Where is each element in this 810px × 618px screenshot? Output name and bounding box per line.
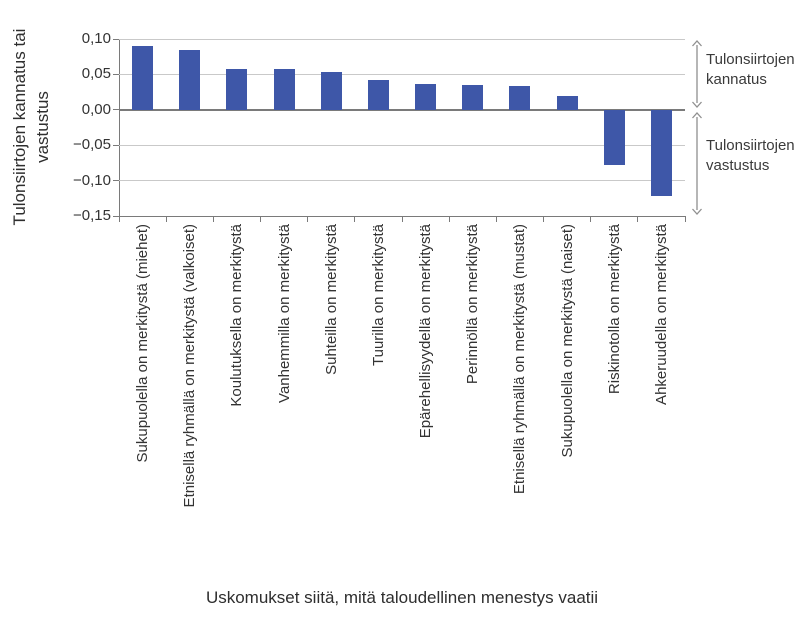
bar xyxy=(603,109,625,166)
x-category-label: Koulutuksella on merkitystä xyxy=(228,224,246,407)
double-arrow-kannatus-icon xyxy=(692,40,702,108)
annotation-vastustus-label: Tulonsiirtojen vastustus xyxy=(706,137,795,174)
bar xyxy=(462,85,484,110)
x-category-label: Ahkeruudella on merkitystä xyxy=(652,224,670,405)
x-tick xyxy=(165,216,167,222)
y-tick-label: −0,05 xyxy=(73,136,111,154)
bar xyxy=(415,84,437,110)
y-tick-label: 0,05 xyxy=(81,65,111,83)
bar xyxy=(226,68,248,110)
gridline xyxy=(119,38,685,40)
x-category-label: Sukupuolella on merkitystä (naiset) xyxy=(558,224,576,458)
x-category-label: Vanhemmilla on merkitystä xyxy=(275,224,293,403)
y-tick xyxy=(113,73,119,75)
y-tick-label: −0,10 xyxy=(73,171,111,189)
y-axis-title: Tulonsiirtojen kannatus tai vastustus xyxy=(8,0,54,267)
y-axis-title-line2: vastustus xyxy=(33,91,52,163)
x-tick xyxy=(260,216,261,222)
x-tick xyxy=(401,216,403,222)
x-category-label: Sukupuolella on merkitystä (miehet) xyxy=(134,224,152,463)
x-tick xyxy=(448,216,450,222)
x-tick xyxy=(354,216,356,222)
y-tick-label: 0,10 xyxy=(81,30,111,47)
bar xyxy=(273,69,295,110)
bar xyxy=(320,71,342,110)
y-axis-title-line1: Tulonsiirtojen kannatus tai xyxy=(10,28,29,226)
gridline xyxy=(119,180,685,182)
x-tick xyxy=(637,216,639,222)
bar xyxy=(556,96,578,110)
zero-line xyxy=(119,108,685,111)
x-tick xyxy=(307,216,309,222)
x-axis-title: Uskomukset siitä, mitä taloudellinen men… xyxy=(205,588,599,607)
x-category-label: Etnisellä ryhmällä on merkitystä (mustat… xyxy=(511,224,529,495)
x-category-label: Riskinotolla on merkitystä xyxy=(605,224,623,395)
y-tick-label: 0,00 xyxy=(81,100,111,118)
x-category-label: Etnisellä ryhmällä on merkitystä (valkoi… xyxy=(181,224,199,508)
x-tick xyxy=(212,216,214,222)
x-category-label: Tuurilla on merkitystä xyxy=(369,224,387,366)
bar xyxy=(509,86,531,110)
x-category-label: Epärehellisyydellä on merkitystä xyxy=(417,224,435,439)
bar xyxy=(132,46,154,110)
y-tick xyxy=(113,109,119,111)
y-tick xyxy=(113,215,119,217)
gridline xyxy=(119,73,685,75)
double-arrow-vastustus-icon xyxy=(692,112,702,215)
gridline xyxy=(119,144,685,146)
x-category-label: Suhteilla on merkitystä xyxy=(322,224,340,375)
plot-area xyxy=(119,39,686,216)
bar xyxy=(179,49,201,110)
y-tick-label: −0,15 xyxy=(73,207,111,224)
x-tick xyxy=(590,216,592,222)
annotation-kannatus-label: Tulonsiirtojen kannatus xyxy=(706,51,795,88)
bar xyxy=(650,109,672,197)
x-tick xyxy=(118,216,120,222)
y-tick xyxy=(113,180,119,182)
x-tick xyxy=(495,216,497,222)
x-category-label: Perinnöllä on merkitystä xyxy=(464,224,482,385)
x-tick xyxy=(684,216,686,222)
bar xyxy=(367,80,389,110)
y-tick xyxy=(113,144,119,146)
x-tick xyxy=(543,216,544,222)
y-tick xyxy=(113,38,119,40)
